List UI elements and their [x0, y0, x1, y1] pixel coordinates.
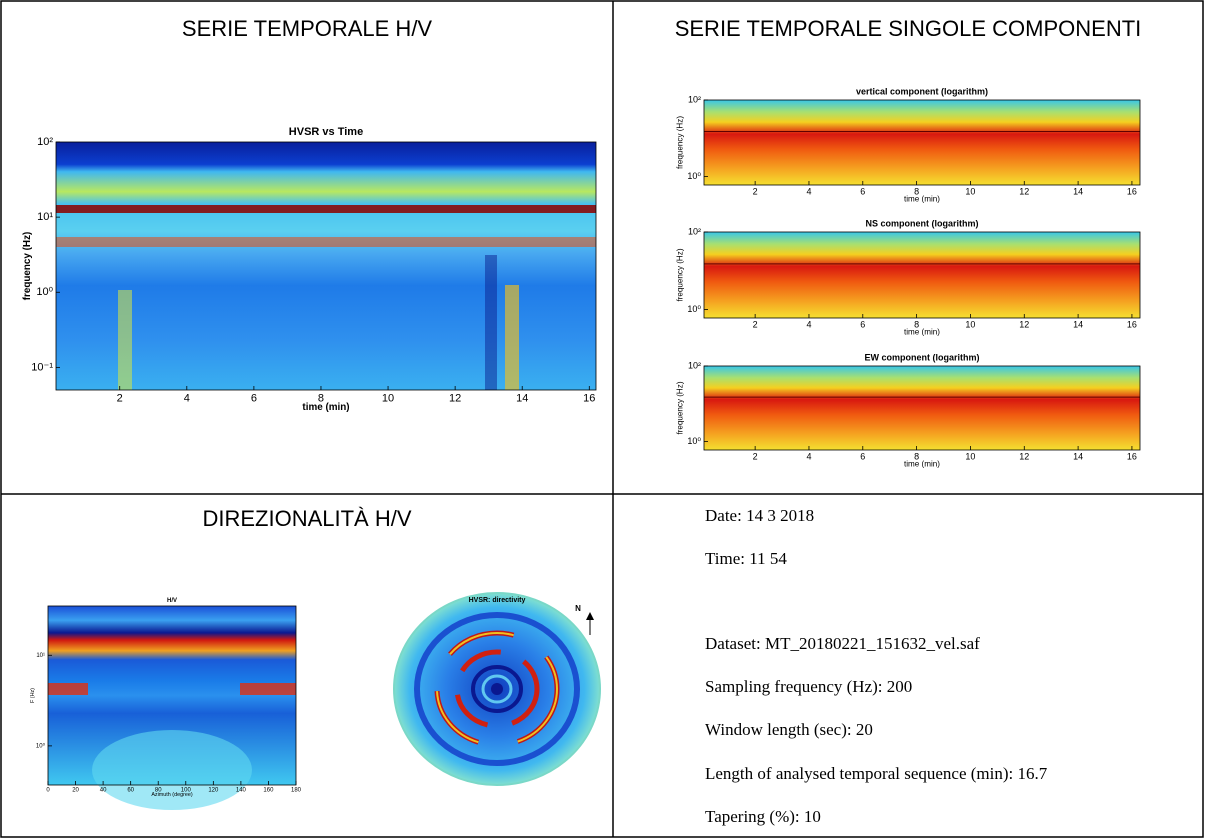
x-tick-label: 6 — [251, 393, 257, 405]
x-tick-label: 6 — [860, 452, 865, 462]
page: SERIE TEMPORALE H/V SERIE TEMPORALE SING… — [0, 0, 1205, 839]
x-tick-label: 16 — [1127, 320, 1137, 330]
x-axis-label: time (min) — [904, 195, 940, 204]
heatmap-band — [505, 285, 519, 390]
x-tick-label: 2 — [753, 187, 758, 197]
x-tick-label: 10 — [965, 320, 975, 330]
heatmap — [704, 100, 1140, 185]
heatmap-band — [56, 237, 596, 247]
y-tick-label: 10⁰ — [687, 304, 701, 314]
chart-title: vertical component (logarithm) — [856, 86, 988, 96]
x-tick-label: 180 — [291, 787, 302, 793]
x-axis-label: Azimuth (degree) — [151, 792, 193, 798]
section-title: SERIE TEMPORALE SINGOLE COMPONENTI — [675, 16, 1142, 41]
y-axis-label: frequency (Hz) — [676, 116, 685, 169]
y-tick-label: 10² — [688, 360, 701, 370]
section-title: SERIE TEMPORALE H/V — [182, 16, 433, 41]
x-tick-label: 12 — [1019, 187, 1029, 197]
x-tick-label: 6 — [860, 187, 865, 197]
y-axis-label: frequency (Hz) — [676, 381, 685, 434]
x-tick-label: 160 — [263, 787, 274, 793]
x-tick-label: 14 — [1073, 320, 1083, 330]
y-tick-label: 10¹ — [37, 211, 53, 223]
y-tick-label: 10⁰ — [36, 742, 46, 749]
x-tick-label: 20 — [72, 787, 79, 793]
x-tick-label: 16 — [1127, 187, 1137, 197]
y-tick-label: 10² — [688, 94, 701, 104]
x-tick-label: 12 — [1019, 320, 1029, 330]
info-line: Tapering (%): 10 — [705, 807, 821, 826]
x-tick-label: 14 — [1073, 187, 1083, 197]
heatmap-band — [48, 683, 88, 695]
chart-title: HVSR: directivity — [469, 597, 526, 604]
directivity-plot — [394, 593, 600, 785]
heatmap-band — [56, 205, 596, 213]
heatmap — [704, 366, 1140, 450]
x-tick-label: 2 — [117, 393, 123, 405]
x-tick-label: 10 — [965, 187, 975, 197]
x-tick-label: 10 — [965, 452, 975, 462]
x-tick-label: 10 — [382, 393, 394, 405]
info-line: Window length (sec): 20 — [705, 720, 873, 739]
x-tick-label: 16 — [583, 393, 595, 405]
heatmap-band — [485, 255, 497, 390]
y-axis-label: frequency (Hz) — [22, 232, 33, 301]
heatmap-band — [240, 683, 296, 695]
y-tick-label: 10² — [37, 136, 53, 148]
x-tick-label: 16 — [1127, 452, 1137, 462]
y-tick-label: 10⁻¹ — [31, 361, 53, 373]
info-line: Sampling frequency (Hz): 200 — [705, 677, 912, 696]
x-tick-label: 4 — [806, 452, 811, 462]
x-tick-label: 120 — [208, 787, 219, 793]
heatmap-band — [118, 290, 132, 390]
info-line: Date: 14 3 2018 — [705, 506, 814, 525]
info-line: Length of analysed temporal sequence (mi… — [705, 764, 1048, 783]
x-axis-label: time (min) — [904, 328, 940, 337]
heatmap — [704, 232, 1140, 318]
x-tick-label: 12 — [449, 393, 461, 405]
y-tick-label: 10¹ — [36, 653, 45, 659]
info-line: Time: 11 54 — [705, 549, 787, 568]
x-tick-label: 14 — [1073, 452, 1083, 462]
north-label: N — [575, 604, 581, 613]
info-line: Dataset: MT_20180221_151632_vel.saf — [705, 634, 980, 653]
chart-title: NS component (logarithm) — [866, 218, 979, 228]
x-tick-label: 140 — [236, 787, 247, 793]
y-tick-label: 10⁰ — [687, 171, 701, 181]
x-tick-label: 4 — [806, 187, 811, 197]
y-tick-label: 10⁰ — [36, 286, 53, 298]
section-title: DIREZIONALITÀ H/V — [202, 506, 411, 531]
y-tick-label: 10² — [688, 226, 701, 236]
x-axis-label: time (min) — [302, 402, 349, 413]
chart-title: EW component (logarithm) — [865, 352, 980, 362]
x-tick-label: 0 — [46, 787, 50, 793]
x-tick-label: 4 — [806, 320, 811, 330]
x-tick-label: 2 — [753, 320, 758, 330]
x-tick-label: 60 — [127, 787, 134, 793]
x-tick-label: 12 — [1019, 452, 1029, 462]
x-tick-label: 40 — [100, 787, 107, 793]
chart-title: HVSR vs Time — [289, 126, 363, 138]
x-tick-label: 6 — [860, 320, 865, 330]
x-tick-label: 14 — [516, 393, 528, 405]
y-axis-label: F (Hz) — [30, 688, 36, 703]
x-axis-label: time (min) — [904, 460, 940, 469]
x-tick-label: 4 — [184, 393, 190, 405]
y-axis-label: frequency (Hz) — [676, 248, 685, 301]
y-tick-label: 10⁰ — [687, 436, 701, 446]
x-tick-label: 2 — [753, 452, 758, 462]
chart-title: H/V — [167, 598, 177, 604]
